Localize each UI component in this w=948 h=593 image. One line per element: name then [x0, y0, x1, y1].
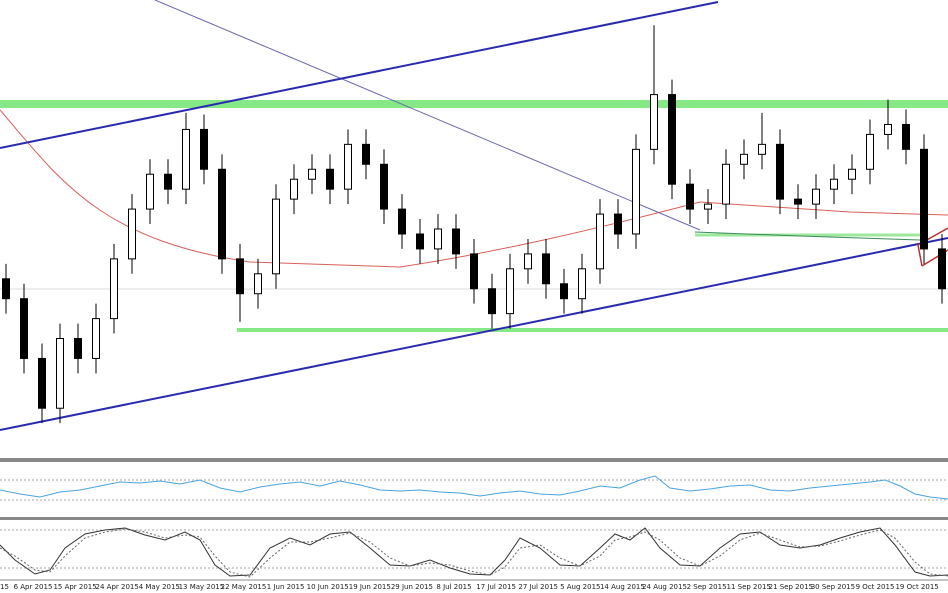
x-tick-label: 24 Apr 2015: [96, 583, 139, 591]
x-tick-label: 15: [0, 583, 9, 591]
candle-body: [272, 198, 280, 275]
candle-body: [884, 123, 892, 135]
x-tick-label: 29 Jun 2015: [391, 583, 433, 591]
rsi-panel: [0, 475, 948, 501]
x-tick-label: 24 Aug 2015: [642, 583, 687, 591]
candle-body: [200, 128, 208, 170]
x-tick-label: 5 Aug 2015: [560, 583, 600, 591]
panel-separator: [0, 458, 948, 462]
candle-body: [722, 163, 730, 205]
candle-body: [776, 143, 784, 200]
moving-average: [0, 109, 948, 268]
x-tick-label: 17 Jul 2015: [476, 583, 516, 591]
x-tick-label: 1 Jun 2015: [267, 583, 305, 591]
candle-body: [74, 338, 82, 359]
x-tick-label: 15 Apr 2015: [53, 583, 96, 591]
rsi-line: [0, 475, 948, 500]
candle-body: [38, 357, 46, 409]
candle-body: [686, 183, 694, 210]
candle-body: [614, 213, 622, 235]
x-tick-label: 4 May 2015: [139, 583, 180, 591]
candle-body: [470, 253, 478, 290]
candle-body: [326, 168, 334, 190]
x-tick-label: 30 Sep 2015: [811, 583, 855, 591]
stochastic-panel: [0, 527, 948, 578]
candle-body: [416, 233, 424, 250]
stochastic-signal: [0, 528, 948, 578]
trend-line: [154, 0, 701, 231]
candle-body: [344, 143, 352, 190]
candle-body: [2, 278, 10, 300]
stochastic-main: [0, 527, 948, 577]
x-tick-label: 19 Oct 2015: [895, 583, 938, 591]
x-tick-label: 27 Jul 2015: [518, 583, 558, 591]
candle-body: [866, 133, 874, 170]
x-tick-label: 8 Jul 2015: [436, 583, 471, 591]
x-tick-label: 9 Oct 2015: [856, 583, 895, 591]
candle-body: [794, 198, 802, 205]
candle-body: [308, 168, 316, 180]
candle-body: [488, 288, 496, 315]
moving-average: [694, 231, 921, 241]
candle-body: [596, 213, 604, 270]
candle-body: [236, 258, 244, 295]
drawings: [0, 0, 948, 431]
candle-body: [830, 178, 838, 190]
x-tick-label: 21 Sep 2015: [769, 583, 813, 591]
x-tick-label: 19 Jun 2015: [349, 583, 391, 591]
candle-body: [290, 178, 298, 200]
candle-body: [362, 143, 370, 165]
candle-body: [452, 228, 460, 255]
x-tick-label: 10 Jun 2015: [307, 583, 349, 591]
candle-body: [20, 298, 28, 359]
candle-body: [164, 173, 172, 190]
candle-body: [254, 273, 262, 295]
candle-body: [758, 143, 766, 155]
candle-body: [704, 203, 712, 210]
candle-body: [542, 253, 550, 285]
candle-body: [668, 94, 676, 185]
candle-body: [632, 148, 640, 235]
candle-body: [380, 163, 388, 210]
candle-body: [398, 208, 406, 235]
candle-body: [506, 268, 514, 315]
candle-body: [740, 153, 748, 165]
candle-body: [128, 208, 136, 260]
candle-body: [146, 173, 154, 210]
x-tick-label: 6 Apr 2015: [14, 583, 53, 591]
candle-body: [902, 123, 910, 150]
candle-body: [578, 268, 586, 300]
candle-body: [524, 253, 532, 270]
channel-top: [0, 1, 719, 149]
x-tick-label: 11 Sep 2015: [727, 583, 771, 591]
candle-body: [920, 148, 928, 250]
candle-body: [56, 338, 64, 409]
channel-bottom: [0, 237, 948, 431]
candle-body: [182, 128, 190, 190]
candle-body: [560, 283, 568, 300]
candle-body: [434, 228, 442, 250]
candle-body: [848, 168, 856, 180]
panel-separator: [0, 517, 948, 520]
x-tick-label: 22 May 2015: [221, 583, 267, 591]
candle-body: [92, 318, 100, 359]
candle-body: [110, 258, 118, 320]
candle-body: [812, 188, 820, 205]
candles: [2, 25, 946, 424]
candle-body: [938, 248, 946, 290]
candle-body: [650, 94, 658, 150]
x-tick-label: 2 Sep 2015: [687, 583, 727, 591]
candle-body: [218, 168, 226, 260]
x-tick-label: 14 Aug 2015: [600, 583, 645, 591]
x-tick-label: 13 May 2015: [179, 583, 225, 591]
